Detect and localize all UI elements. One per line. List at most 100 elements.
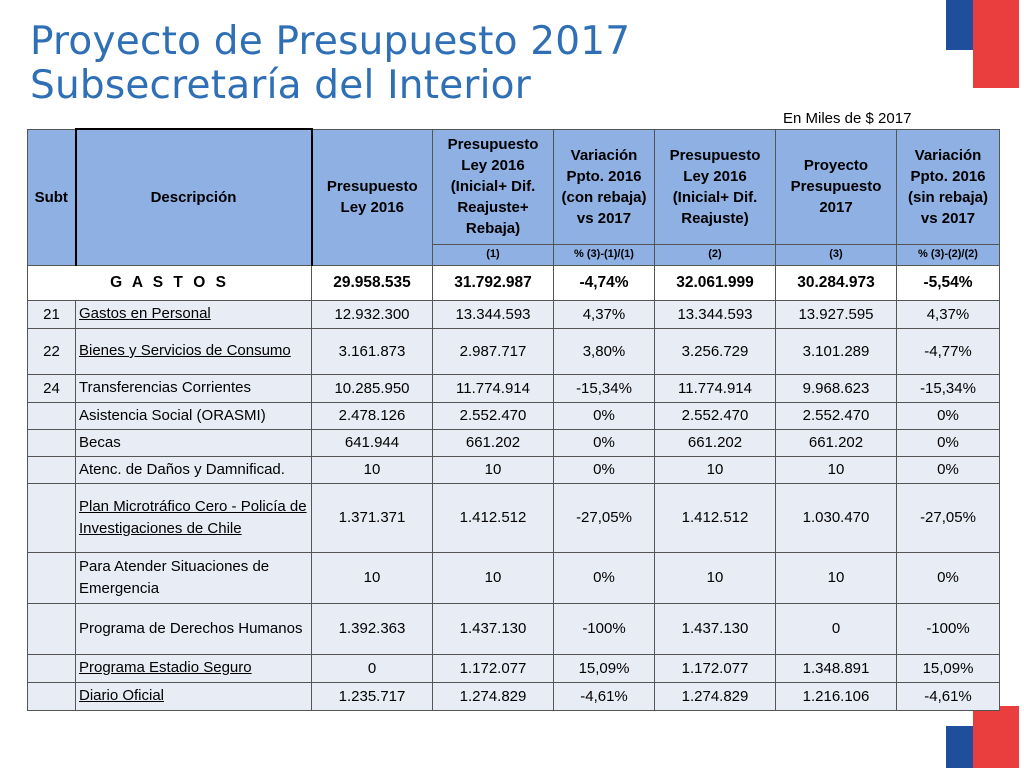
col-header-variacion-sin-rebaja: Variación Ppto. 2016 (sin rebaja) vs 201… — [896, 128, 1000, 245]
value-cell: 11.774.914 — [654, 373, 776, 403]
subt-cell — [27, 401, 76, 430]
value-cell: 0% — [896, 455, 1000, 484]
gastos-value: -4,74% — [553, 264, 655, 301]
value-cell: 10 — [432, 455, 554, 484]
subheader-cell: % (3)-(1)/(1) — [553, 243, 655, 266]
value-cell: 10 — [311, 455, 433, 484]
value-cell: 0% — [553, 455, 655, 484]
value-cell: 1.437.130 — [654, 602, 776, 655]
description-cell: Diario Oficial — [75, 681, 312, 711]
value-cell: 10 — [654, 551, 776, 604]
value-cell: 2.987.717 — [432, 327, 554, 375]
table-row: Atenc. de Daños y Damnificad. 10 10 0% 10 10 0… — [27, 455, 1000, 484]
description-cell: Programa Estadio Seguro — [75, 653, 312, 683]
value-cell: 3.101.289 — [775, 327, 897, 375]
subt-cell — [27, 482, 76, 553]
description-cell: Plan Microtráfico Cero - Policía de Inve… — [75, 482, 312, 553]
gastos-value: 30.284.973 — [775, 264, 897, 301]
value-cell: 1.412.512 — [654, 482, 776, 553]
value-cell: 1.235.717 — [311, 681, 433, 711]
subt-cell: 24 — [27, 373, 76, 403]
value-cell: 661.202 — [654, 428, 776, 457]
subt-cell — [27, 602, 76, 655]
value-cell: 2.552.470 — [775, 401, 897, 430]
col-header-variacion-con-rebaja: Variación Ppto. 2016 (con rebaja) vs 201… — [553, 128, 655, 245]
value-cell: -15,34% — [553, 373, 655, 403]
value-cell: 11.774.914 — [432, 373, 554, 403]
col-header-presupuesto-sin-rebaja: Presupuesto Ley 2016 (Inicial+ Dif. Reaj… — [654, 128, 776, 245]
flag-decoration-blue-top — [946, 0, 973, 50]
value-cell: -4,61% — [896, 681, 1000, 711]
value-cell: -4,61% — [553, 681, 655, 711]
value-cell: 3.161.873 — [311, 327, 433, 375]
subheader-cell: (2) — [654, 243, 776, 266]
col-header-subt: Subt — [27, 128, 76, 266]
table-row: Diario Oficial 1.235.717 1.274.829 -4,61% 1.… — [27, 681, 1000, 711]
value-cell: 4,37% — [896, 299, 1000, 329]
value-cell: 10 — [775, 455, 897, 484]
value-cell: 661.202 — [775, 428, 897, 457]
subt-cell — [27, 428, 76, 457]
description-cell: Para Atender Situaciones de Emergencia — [75, 551, 312, 604]
title-line-1: Proyecto de Presupuesto 2017 — [30, 19, 631, 64]
value-cell: 10.285.950 — [311, 373, 433, 403]
description-text: Programa Estadio Seguro — [79, 659, 252, 676]
value-cell: -27,05% — [896, 482, 1000, 553]
subt-cell — [27, 653, 76, 683]
value-cell: 2.552.470 — [654, 401, 776, 430]
description-text: Plan Microtráfico Cero - Policía de Inve… — [79, 497, 307, 537]
description-text: Transferencias Corrientes — [79, 379, 252, 396]
description-text: Para Atender Situaciones de Emergencia — [79, 557, 270, 597]
value-cell: 13.927.595 — [775, 299, 897, 329]
description-cell: Asistencia Social (ORASMI) — [75, 401, 312, 430]
flag-decoration-blue-bottom — [946, 726, 973, 768]
table-row: 21 Gastos en Personal 12.932.300 13.344.593… — [27, 299, 1000, 329]
value-cell: 1.274.829 — [432, 681, 554, 711]
value-cell: 13.344.593 — [432, 299, 554, 329]
value-cell: 0% — [553, 428, 655, 457]
flag-decoration-red-top — [973, 0, 1019, 88]
description-text: Diario Oficial — [79, 687, 165, 704]
table-row: Programa Estadio Seguro 0 1.172.077 15,09% 1… — [27, 653, 1000, 683]
value-cell: 641.944 — [311, 428, 433, 457]
value-cell: 4,37% — [553, 299, 655, 329]
gastos-total-row: G A S T O S 29.958.535 31.792.987 -4,74%… — [27, 264, 1000, 301]
value-cell: 15,09% — [553, 653, 655, 683]
value-cell: 1.437.130 — [432, 602, 554, 655]
table-row: Para Atender Situaciones de Emergencia 10… — [27, 551, 1000, 604]
value-cell: 1.412.512 — [432, 482, 554, 553]
subt-cell — [27, 681, 76, 711]
value-cell: 1.172.077 — [654, 653, 776, 683]
table-row: 24 Transferencias Corrientes 10.285.950 11.… — [27, 373, 1000, 403]
subt-cell — [27, 551, 76, 604]
subheader-cell: (3) — [775, 243, 897, 266]
gastos-value: -5,54% — [896, 264, 1000, 301]
value-cell: 0% — [553, 551, 655, 604]
value-cell: 1.392.363 — [311, 602, 433, 655]
description-cell: Transferencias Corrientes — [75, 373, 312, 403]
value-cell: 3,80% — [553, 327, 655, 375]
value-cell: 1.348.891 — [775, 653, 897, 683]
value-cell: 10 — [775, 551, 897, 604]
description-cell: Becas — [75, 428, 312, 457]
subheader-row: (1) % (3)-(1)/(1) (2) (3) % (3)-(2)/(2) — [28, 243, 1000, 266]
col-header-presupuesto-ley-2016: Presupuesto Ley 2016 — [311, 128, 433, 266]
value-cell: 2.552.470 — [432, 401, 554, 430]
unit-note: En Miles de $ 2017 — [783, 110, 912, 127]
gastos-value: 32.061.999 — [654, 264, 776, 301]
description-text: Gastos en Personal — [79, 305, 211, 322]
gastos-value: 31.792.987 — [432, 264, 554, 301]
gastos-value: 29.958.535 — [311, 264, 433, 301]
table-row: Programa de Derechos Humanos 1.392.363 1.4… — [27, 602, 1000, 655]
table-row: 22 Bienes y Servicios de Consumo 3.161.873… — [27, 327, 1000, 375]
value-cell: 0% — [896, 401, 1000, 430]
value-cell: 9.968.623 — [775, 373, 897, 403]
table-row: Plan Microtráfico Cero - Policía de Inve… — [27, 482, 1000, 553]
description-cell: Gastos en Personal — [75, 299, 312, 329]
value-cell: -100% — [896, 602, 1000, 655]
value-cell: 0 — [775, 602, 897, 655]
table-row: Becas 641.944 661.202 0% 661.202 661.202 0% — [27, 428, 1000, 457]
value-cell: 15,09% — [896, 653, 1000, 683]
value-cell: 3.256.729 — [654, 327, 776, 375]
value-cell: 13.344.593 — [654, 299, 776, 329]
